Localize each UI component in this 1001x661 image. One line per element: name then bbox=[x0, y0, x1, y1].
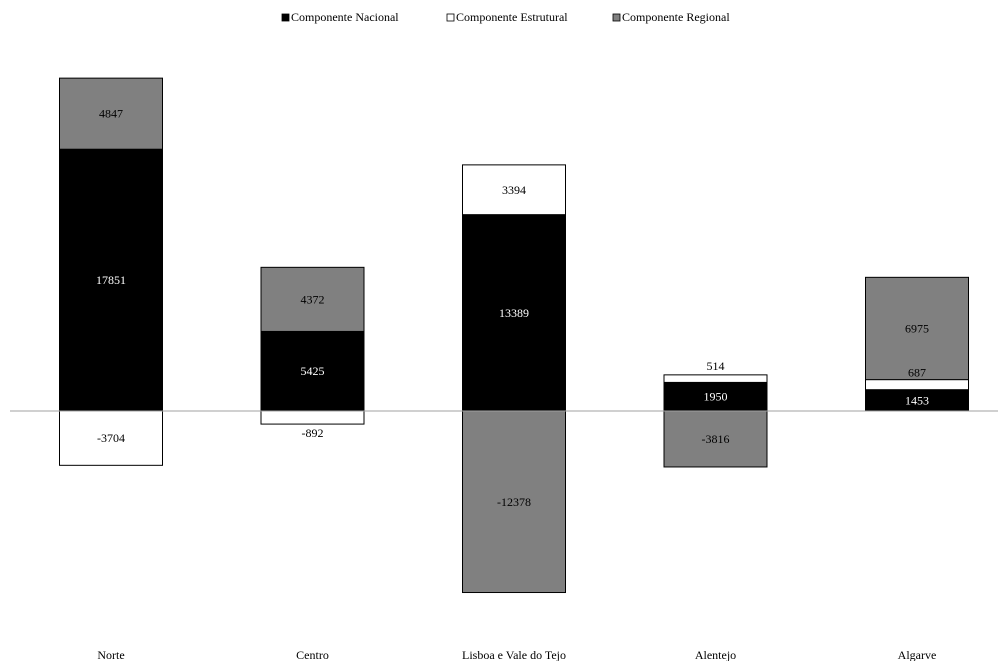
data-label-norte-componente-nacional: 17851 bbox=[96, 273, 126, 287]
bar-segment-lisboa-e-vale-do-tejo-componente-nacional bbox=[462, 214, 566, 412]
bar-segment-alentejo-componente-regional bbox=[663, 410, 768, 468]
x-tick-label-lisboa-e-vale-do-tejo: Lisboa e Vale do Tejo bbox=[462, 648, 566, 661]
bar-segment-centro-componente-estrutural bbox=[260, 410, 365, 425]
x-axis-labels: Norte Centro Lisboa e Vale do Tejo Alentejo… bbox=[97, 648, 936, 661]
data-label-alentejo-componente-regional: -3816 bbox=[702, 432, 730, 446]
bar-segment-centro-componente-nacional bbox=[260, 330, 365, 412]
data-label-alentejo-componente-nacional: 1950 bbox=[704, 390, 728, 404]
data-label-lisboa-e-vale-do-tejo-componente-nacional: 13389 bbox=[499, 306, 529, 320]
data-label-algarve-componente-regional: 6975 bbox=[905, 321, 929, 335]
x-tick-label-norte: Norte bbox=[97, 648, 124, 661]
data-label-algarve-componente-estrutural: 687 bbox=[908, 366, 926, 380]
legend-swatch-componente-nacional bbox=[281, 13, 290, 22]
data-label-centro-componente-estrutural: -892 bbox=[302, 426, 324, 440]
data-label-lisboa-e-vale-do-tejo-componente-estrutural: 3394 bbox=[502, 183, 526, 197]
data-label-norte-componente-regional: 4847 bbox=[99, 107, 123, 121]
legend-swatch-componente-regional bbox=[612, 13, 621, 22]
bar-segment-lisboa-e-vale-do-tejo-componente-estrutural bbox=[462, 164, 566, 216]
x-tick-label-alentejo: Alentejo bbox=[695, 648, 736, 661]
data-labels-group: 17851 -3704 4847 5425 -892 4372 13389 3394 -1237… bbox=[96, 107, 929, 509]
legend-label-componente-regional: Componente Regional bbox=[622, 10, 730, 24]
bar-segment-algarve-componente-regional bbox=[865, 276, 969, 381]
bar-segment-centro-componente-regional bbox=[260, 266, 365, 332]
legend: Componente Nacional Componente Estrutural… bbox=[281, 10, 730, 24]
legend-label-componente-nacional: Componente Nacional bbox=[291, 10, 399, 24]
data-label-lisboa-e-vale-do-tejo-componente-regional: -12378 bbox=[497, 495, 531, 509]
bar-segment-norte-componente-nacional bbox=[59, 148, 163, 412]
bars-group bbox=[59, 77, 969, 594]
bar-segment-algarve-componente-estrutural bbox=[865, 379, 969, 391]
x-tick-label-algarve: Algarve bbox=[898, 648, 937, 661]
data-label-algarve-componente-nacional: 1453 bbox=[905, 393, 929, 407]
bar-segment-norte-componente-regional bbox=[59, 77, 163, 150]
data-label-alentejo-componente-estrutural: 514 bbox=[707, 359, 725, 373]
bar-segment-norte-componente-estrutural bbox=[59, 410, 163, 466]
legend-swatch-componente-estrutural bbox=[446, 13, 455, 22]
data-label-centro-componente-nacional: 5425 bbox=[301, 364, 325, 378]
bar-segment-alentejo-componente-estrutural bbox=[663, 374, 768, 383]
data-label-norte-componente-estrutural: -3704 bbox=[97, 431, 125, 445]
x-tick-label-centro: Centro bbox=[296, 648, 329, 661]
legend-label-componente-estrutural: Componente Estrutural bbox=[456, 10, 568, 24]
bar-segment-lisboa-e-vale-do-tejo-componente-regional bbox=[462, 410, 566, 594]
data-label-centro-componente-regional: 4372 bbox=[301, 292, 325, 306]
